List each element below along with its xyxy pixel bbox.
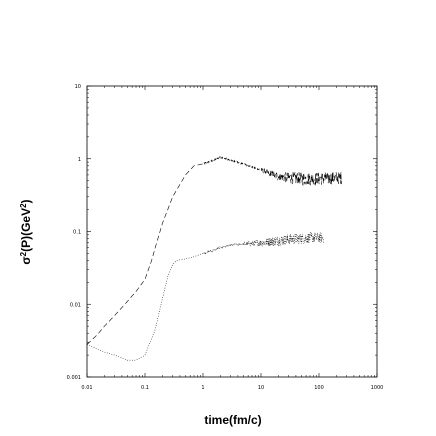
y-axis-label-sup2: 2	[19, 203, 28, 208]
x-tick-label: 0.01	[81, 385, 92, 391]
y-axis-label-end: )	[19, 199, 33, 203]
ticks	[86, 85, 378, 378]
plot-frame	[86, 85, 378, 378]
y-axis-label-mid: (P)(GeV	[19, 208, 33, 252]
y-tick-label: 0.1	[73, 230, 81, 236]
series-layer	[86, 155, 343, 361]
y-tick-label: 0.01	[70, 302, 81, 308]
x-tick-label: 100	[314, 385, 324, 391]
y-axis-label-sup1: 2	[19, 251, 28, 256]
x-tick-label: 0.1	[141, 385, 149, 391]
y-axis-label: σ2(P)(GeV2)	[19, 199, 33, 264]
x-tick-label: 1000	[371, 385, 384, 391]
x-tick-label: 10	[258, 385, 264, 391]
x-axis-label: time(fm/c)	[204, 413, 261, 427]
y-tick-label: 0.001	[67, 375, 81, 381]
y-axis-label-sigma: σ	[19, 256, 33, 264]
series-line-1	[86, 155, 343, 345]
y-tick-label: 1	[78, 157, 81, 163]
y-tick-label: 10	[75, 84, 81, 90]
x-tick-label: 1	[201, 385, 204, 391]
series-line-2	[86, 231, 324, 361]
